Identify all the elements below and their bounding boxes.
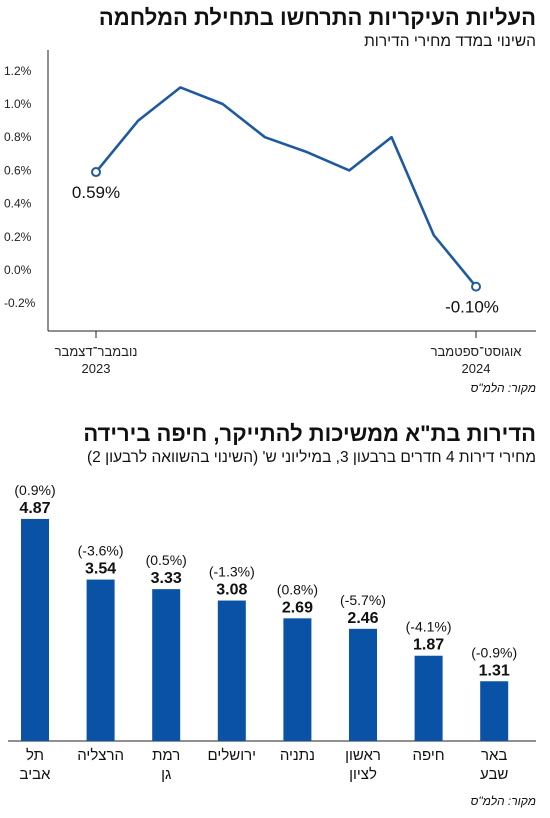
bar-value-label: 1.87 bbox=[413, 637, 444, 654]
bar bbox=[349, 628, 377, 741]
bar-category-label: תל bbox=[26, 747, 44, 764]
bar-category-label: נתניה bbox=[280, 747, 315, 764]
chart2-source: מקור: הלמ"ס bbox=[470, 794, 537, 808]
bar-category-label: באר bbox=[481, 747, 507, 764]
bar bbox=[480, 681, 509, 741]
line-y-tick-label: 0.6% bbox=[4, 163, 32, 177]
line-marker bbox=[91, 167, 101, 178]
line-y-tick-label: 0.4% bbox=[4, 197, 32, 211]
line-y-tick-label: 1.0% bbox=[4, 97, 32, 111]
bar-category-label: ראשון bbox=[345, 747, 381, 764]
bar bbox=[86, 579, 115, 741]
chart2-subtitle: מחירי דירות 4 חדרים ברבעון 3, במיליוני ש… bbox=[86, 449, 536, 466]
bar bbox=[21, 518, 49, 741]
line-data-label: -0.10% bbox=[445, 298, 499, 317]
bar-category-label: ירושלים bbox=[208, 747, 256, 764]
bar-change-label: (-1.3%) bbox=[209, 564, 255, 580]
line-y-tick-label: 0.8% bbox=[4, 130, 32, 144]
bar-change-label: (-3.6%) bbox=[78, 543, 124, 559]
line-data-label: 0.59% bbox=[72, 183, 120, 202]
bar-category-label: הרצליה bbox=[77, 747, 124, 764]
bar-category-label: גן bbox=[161, 766, 171, 783]
bar-value-label: 4.87 bbox=[19, 500, 50, 517]
bar-category-label: רמת bbox=[152, 747, 180, 764]
line-x-tick-label: אוגוסט־ספטמבר bbox=[431, 344, 522, 359]
line-y-tick-label: 0.2% bbox=[4, 230, 32, 244]
line-y-tick-label: -0.2% bbox=[4, 296, 36, 310]
line-x-tick-year: 2024 bbox=[462, 361, 491, 376]
bar-category-label: לציון bbox=[349, 766, 377, 783]
bar-category-label: אביב bbox=[20, 766, 52, 783]
chart1-subtitle: השינוי במדד מחירי הדירות bbox=[364, 33, 536, 50]
bar-change-label: (-4.1%) bbox=[406, 619, 452, 635]
bar-value-label: 2.69 bbox=[282, 599, 313, 616]
line-marker bbox=[471, 281, 481, 292]
bar-category-label: חיפה bbox=[413, 747, 445, 764]
chart1-source: מקור: הלמ"ס bbox=[470, 381, 537, 395]
bar-change-label: (-5.7%) bbox=[340, 592, 386, 608]
bar-value-label: 3.08 bbox=[216, 582, 247, 599]
line-y-tick-label: 0.0% bbox=[4, 263, 32, 277]
line-y-tick-label: 1.2% bbox=[4, 64, 32, 78]
bar-value-label: 2.46 bbox=[347, 610, 378, 627]
bar-value-label: 3.33 bbox=[151, 570, 182, 587]
bar-change-label: (-0.9%) bbox=[471, 644, 517, 660]
line-x-tick-label: נובמבר־דצמבר bbox=[55, 344, 138, 359]
line-series bbox=[94, 86, 478, 288]
bar-change-label: (0.5%) bbox=[146, 552, 187, 568]
chart1-title: העליות העיקריות התרחשו בתחילת המלחמה bbox=[98, 5, 536, 30]
line-x-tick-year: 2023 bbox=[82, 361, 111, 376]
bar bbox=[217, 600, 246, 741]
bar-value-label: 1.31 bbox=[479, 662, 510, 679]
bar-category-label: שבע bbox=[480, 766, 508, 783]
bar-change-label: (0.9%) bbox=[14, 482, 55, 498]
bar bbox=[414, 655, 443, 741]
bar bbox=[283, 618, 312, 741]
chart2-title: הדירות בת"א ממשיכות להתייקר, חיפה בירידה bbox=[83, 421, 536, 446]
bar bbox=[152, 589, 181, 741]
bar-change-label: (0.8%) bbox=[277, 581, 318, 597]
bar-value-label: 3.54 bbox=[85, 561, 116, 578]
